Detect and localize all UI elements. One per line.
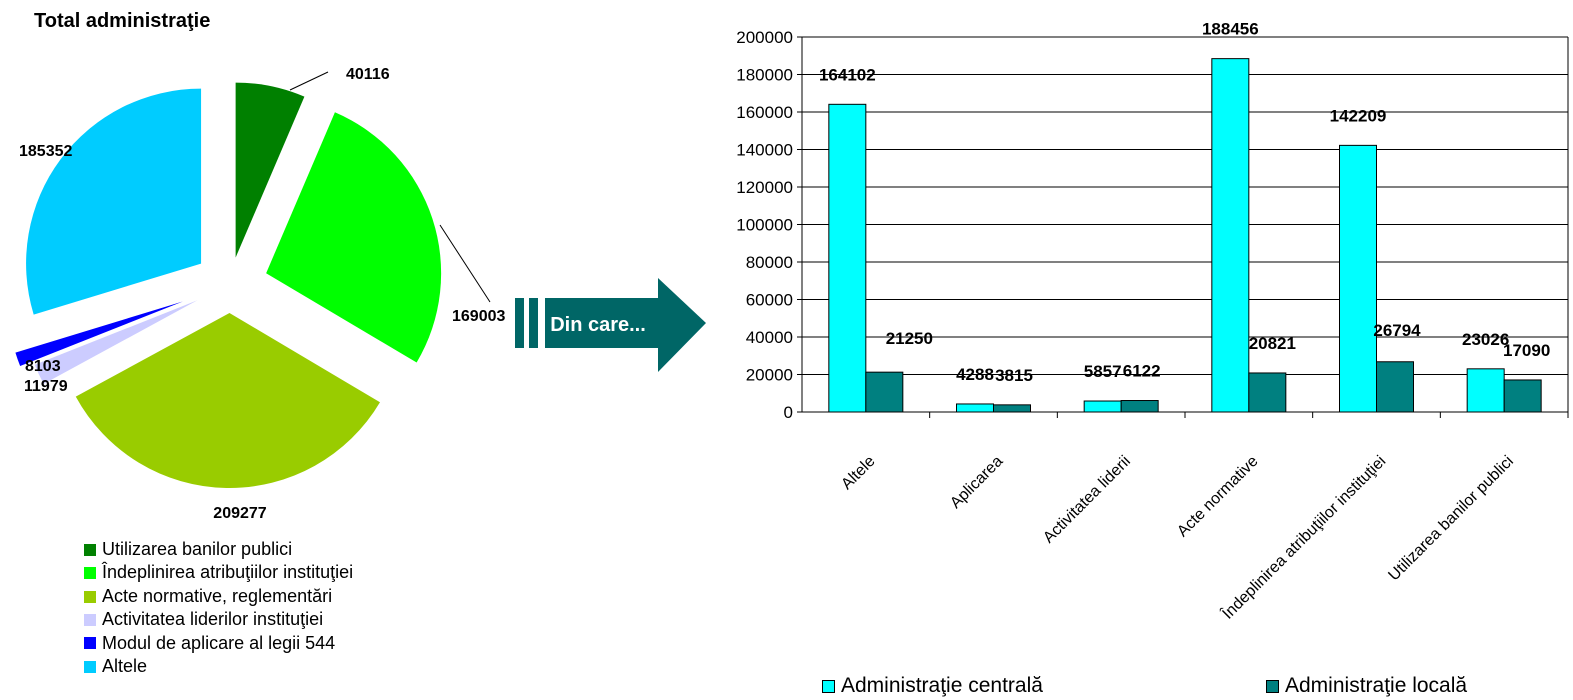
bar — [993, 404, 1031, 413]
pie-data-label: 209277 — [213, 505, 266, 522]
y-tick-label: 100000 — [736, 216, 793, 235]
pie-slice — [34, 300, 198, 384]
pie-leader-line — [289, 71, 329, 91]
y-tick-label: 0 — [784, 403, 793, 422]
bar-data-label: 26794 — [1373, 321, 1421, 340]
legend-swatch — [84, 637, 96, 650]
bar — [1376, 361, 1414, 413]
pie-legend-item: Acte normative, reglementări — [84, 585, 353, 608]
pie-slice — [26, 88, 202, 315]
legend-swatch — [1266, 679, 1279, 693]
x-tick-label: Altele — [838, 453, 878, 493]
bar — [1083, 400, 1122, 413]
legend-swatch — [822, 679, 835, 693]
arrow-stripe-2 — [529, 298, 538, 348]
pie-legend-item: Utilizarea banilor publici — [84, 538, 353, 561]
bar — [828, 103, 867, 413]
pie-legend-label: Îndeplinirea atribuţiilor instituţiei — [102, 562, 354, 583]
bar — [1211, 58, 1250, 413]
bar — [865, 371, 904, 413]
din-care-arrow: Din care... — [515, 278, 706, 372]
pie-slice — [75, 312, 380, 488]
pie-slice — [235, 82, 305, 258]
y-tick-label: 180000 — [736, 66, 793, 85]
bar-data-label: 164102 — [819, 65, 876, 84]
legend-swatch — [84, 613, 96, 626]
y-tick-label: 40000 — [746, 328, 793, 347]
pie-data-label: 185352 — [19, 143, 72, 160]
bar-chart: 0 20000 40000 60000 80000 100000 120000 140000 1… — [736, 20, 1569, 623]
pie-legend-item: Modul de aplicare al legii 544 — [84, 632, 353, 655]
pie-legend: Utilizarea banilor publici Îndeplinirea … — [84, 538, 353, 678]
arrow-body — [545, 278, 706, 372]
pie-legend-item: Altele — [84, 655, 353, 678]
bar — [1503, 379, 1542, 413]
bar-legend-local: Administraţie locală — [1266, 674, 1467, 698]
x-tick-label: Acte normative — [1174, 453, 1262, 541]
bar — [956, 403, 994, 413]
pie-legend-label: Utilizarea banilor publici — [102, 539, 293, 559]
legend-swatch — [84, 590, 96, 603]
y-tick-label: 20000 — [746, 366, 793, 385]
pie-legend-label: Acte normative, reglementări — [102, 585, 333, 606]
bar — [1339, 144, 1377, 413]
bar-legend-central: Administraţie centrală — [822, 674, 1043, 698]
pie-data-label: 8103 — [25, 358, 61, 375]
y-tick-label: 140000 — [736, 141, 793, 160]
bar-data-label: 3815 — [995, 366, 1033, 385]
pie-legend-item: Activitatea liderilor instituţiei — [84, 608, 353, 631]
legend-swatch — [84, 543, 96, 556]
arrow-label: Din care... — [550, 314, 646, 336]
pie-data-label: 40116 — [346, 66, 390, 83]
pie-legend-label: Activitatea liderilor instituţiei — [102, 609, 324, 630]
bar-data-label: 142209 — [1330, 106, 1387, 125]
arrow-stripe-1 — [515, 298, 524, 348]
pie-chart: 40116 169003 209277 11979 8103 185352 — [15, 66, 505, 522]
pie-legend-label: Altele — [102, 656, 148, 677]
pie-legend-item: Îndeplinirea atribuţiilor instituţiei — [84, 561, 353, 584]
bar-data-label: 6122 — [1123, 362, 1161, 381]
pie-slice — [15, 301, 183, 367]
bar — [1466, 368, 1505, 413]
y-tick-label: 160000 — [736, 103, 793, 122]
x-tick-label: Activitatea liderii — [1040, 453, 1134, 547]
legend-swatch — [84, 660, 96, 673]
pie-leader-line — [439, 224, 491, 303]
bar-data-label: 23026 — [1462, 330, 1509, 349]
bar-legend-label: Administraţie locală — [1285, 674, 1468, 697]
y-tick-label: 80000 — [746, 253, 793, 272]
pie-data-label: 169003 — [452, 308, 505, 325]
bar-data-label: 4288 — [956, 365, 994, 384]
bar-data-label: 17090 — [1503, 341, 1550, 360]
pie-slice — [266, 112, 442, 363]
pie-legend-label: Modul de aplicare al legii 544 — [102, 632, 336, 653]
y-tick-label: 60000 — [746, 291, 793, 310]
bar-data-label: 20821 — [1249, 334, 1296, 353]
legend-swatch — [84, 567, 96, 580]
bar — [1120, 400, 1159, 413]
pie-data-label: 11979 — [24, 378, 68, 395]
x-tick-label: Aplicarea — [947, 453, 1006, 512]
bar-data-label: 5857 — [1084, 362, 1122, 381]
bar-data-label: 21250 — [886, 329, 933, 348]
y-tick-label: 120000 — [736, 178, 793, 197]
x-tick-label: Utilizarea banilor publici — [1385, 453, 1516, 584]
bar-data-label: 188456 — [1202, 20, 1259, 39]
bar-legend-label: Administraţie centrală — [841, 674, 1043, 697]
pie-chart-title: Total administraţie — [34, 10, 211, 32]
y-tick-label: 200000 — [736, 28, 793, 47]
bar — [1248, 372, 1287, 413]
